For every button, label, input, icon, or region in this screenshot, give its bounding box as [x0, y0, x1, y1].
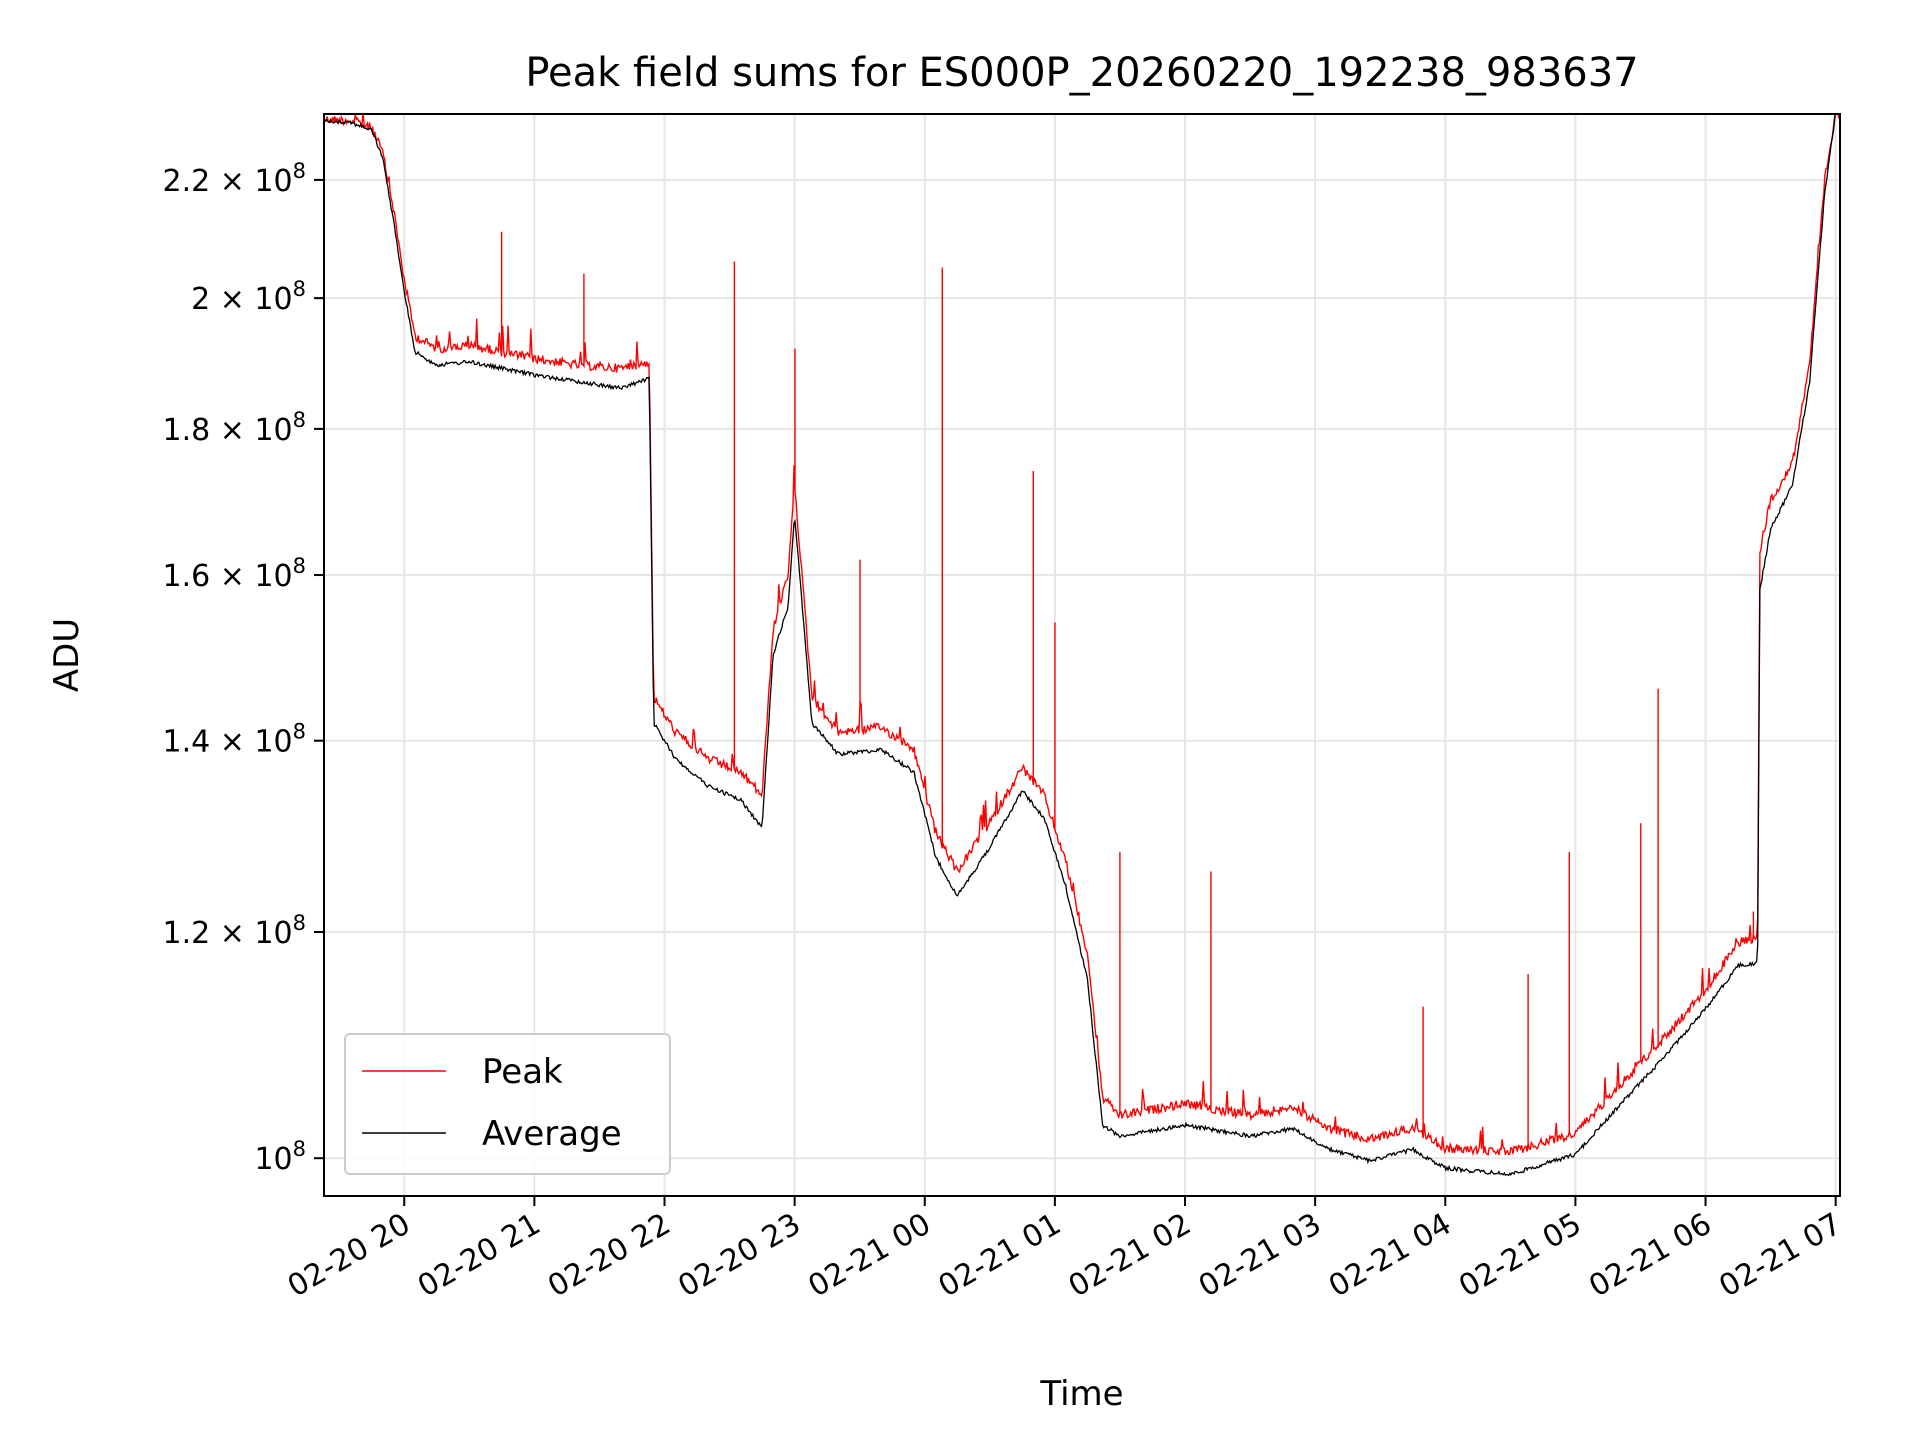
y-tick-label: 1.2 × 108: [163, 911, 306, 951]
series-line-average: [324, 114, 1840, 1177]
x-axis-label: Time: [1039, 1374, 1123, 1414]
plot-lines: [324, 114, 1840, 1177]
y-axis-label: ADU: [47, 618, 87, 692]
y-tick-label: 2 × 108: [191, 277, 306, 317]
y-tick-label: 1.4 × 108: [163, 720, 306, 760]
legend: Peak Average: [344, 1033, 671, 1175]
legend-label-peak: Peak: [482, 1052, 563, 1092]
y-tick-label: 108: [254, 1137, 306, 1177]
chart-title: Peak field sums for ES000P_20260220_1922…: [525, 50, 1638, 96]
y-axis: 108 1.2 × 108 1.4 × 108 1.6 × 108 1.8 × 108 2…: [163, 159, 324, 1177]
legend-label-average: Average: [482, 1114, 622, 1154]
y-tick-label: 2.2 × 108: [163, 159, 306, 199]
y-tick-label: 1.6 × 108: [163, 554, 306, 594]
legend-box: [344, 1033, 671, 1175]
plot-frame: [323, 113, 1841, 1197]
y-tick-label: 1.8 × 108: [163, 408, 306, 448]
series-line-peak: [324, 114, 1840, 1157]
